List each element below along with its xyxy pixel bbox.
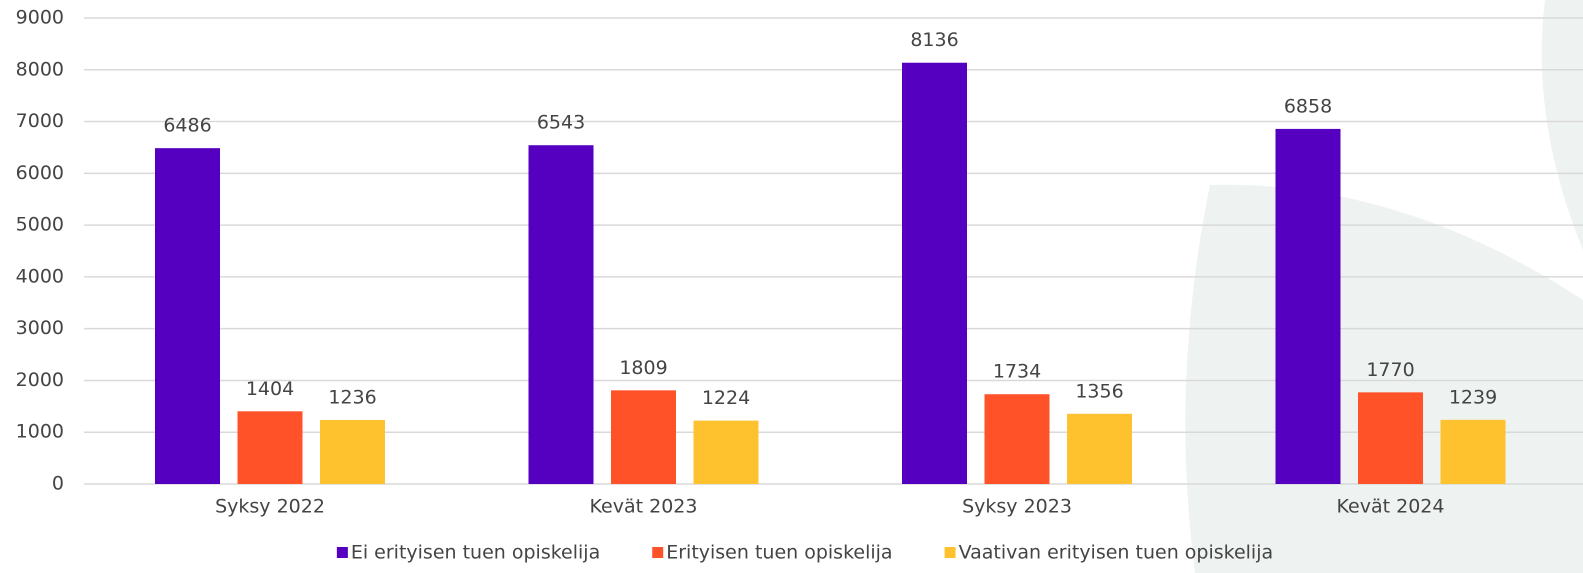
legend-swatch xyxy=(336,547,348,558)
x-tick-label: Syksy 2023 xyxy=(962,496,1072,518)
bar xyxy=(693,420,759,484)
bar xyxy=(611,390,676,484)
y-tick-label: 6000 xyxy=(16,162,64,184)
background-decoration xyxy=(1185,0,1583,573)
y-tick-label: 3000 xyxy=(16,317,64,339)
y-tick-label: 0 xyxy=(52,473,64,495)
x-tick-label: Syksy 2022 xyxy=(215,496,325,518)
bar xyxy=(237,411,303,484)
value-label: 6543 xyxy=(537,112,585,134)
value-label: 1224 xyxy=(702,387,750,409)
legend-label: Vaativan erityisen tuen opiskelija xyxy=(959,542,1274,564)
value-label: 6486 xyxy=(163,115,211,137)
value-label: 1770 xyxy=(1366,359,1414,381)
bar xyxy=(1275,128,1341,484)
y-tick-label: 5000 xyxy=(16,214,64,236)
x-tick-label: Kevät 2024 xyxy=(1337,496,1445,518)
y-tick-label: 4000 xyxy=(16,265,64,287)
legend-swatch xyxy=(652,547,664,558)
bar xyxy=(902,62,967,485)
value-label: 1236 xyxy=(328,387,376,409)
bar xyxy=(320,420,385,484)
value-label: 6858 xyxy=(1284,95,1332,117)
y-tick-label: 1000 xyxy=(16,421,64,443)
bar xyxy=(155,148,220,485)
value-label: 1809 xyxy=(619,357,667,379)
y-tick-label: 7000 xyxy=(16,110,64,132)
value-label: 8136 xyxy=(910,29,958,51)
bar xyxy=(1067,413,1132,484)
value-label: 1734 xyxy=(993,361,1041,383)
legend-label: Ei erityisen tuen opiskelija xyxy=(351,542,600,564)
x-tick-label: Kevät 2023 xyxy=(590,496,698,518)
y-tick-label: 9000 xyxy=(16,7,64,29)
legend-swatch xyxy=(944,547,956,558)
value-label: 1356 xyxy=(1075,380,1123,402)
legend-label: Erityisen tuen opiskelija xyxy=(666,542,892,564)
bar xyxy=(1358,392,1423,484)
value-label: 1239 xyxy=(1449,386,1497,408)
y-tick-label: 8000 xyxy=(16,58,64,80)
bar xyxy=(1440,419,1506,484)
bar xyxy=(984,394,1050,484)
bar xyxy=(528,145,594,484)
y-tick-label: 2000 xyxy=(16,369,64,391)
value-label: 1404 xyxy=(246,378,294,400)
